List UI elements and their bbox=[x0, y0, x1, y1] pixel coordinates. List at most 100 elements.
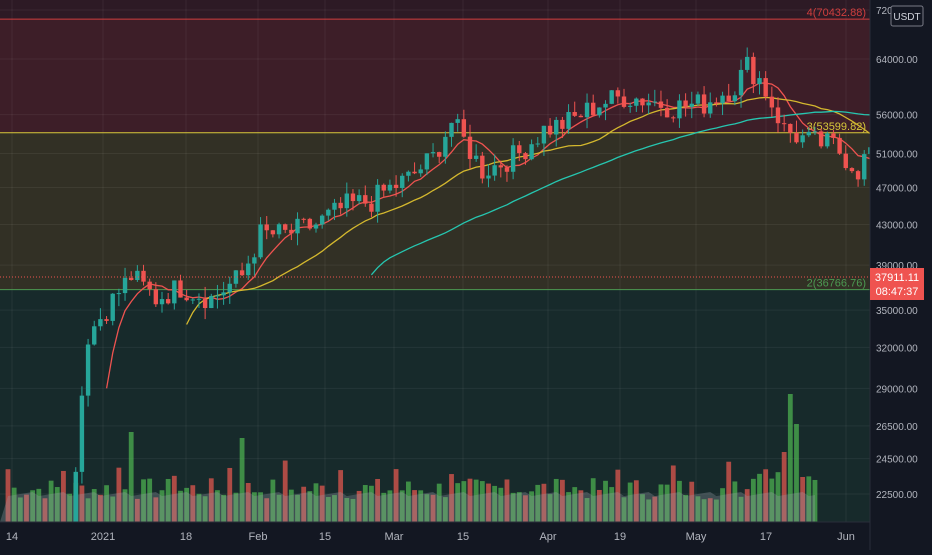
candle-body bbox=[307, 218, 313, 229]
volume-bar bbox=[596, 489, 602, 522]
candle-body bbox=[79, 395, 85, 472]
volume-bar bbox=[178, 490, 183, 522]
candle-body bbox=[849, 168, 855, 172]
candle-body bbox=[547, 125, 553, 135]
candle-body bbox=[806, 131, 811, 136]
candle-body bbox=[239, 270, 245, 276]
volume-bar bbox=[227, 467, 233, 522]
volume-bar bbox=[677, 480, 682, 522]
candle-body bbox=[393, 184, 399, 188]
candle-body bbox=[517, 145, 522, 154]
candle-body bbox=[135, 270, 140, 280]
volume-bar bbox=[806, 476, 812, 522]
volume-bar bbox=[603, 480, 608, 522]
candle-body bbox=[363, 195, 368, 204]
candle-body bbox=[165, 299, 171, 304]
volume-bar bbox=[141, 479, 146, 522]
y-tick-label: 43000.00 bbox=[876, 220, 918, 231]
candle-body bbox=[529, 144, 534, 160]
volume-bar bbox=[621, 497, 627, 522]
candle-body bbox=[498, 165, 503, 168]
volume-bar bbox=[794, 424, 799, 522]
y-tick-label: 51000.00 bbox=[876, 149, 918, 160]
candle-body bbox=[295, 218, 300, 234]
y-tick-label: 39000.00 bbox=[876, 261, 918, 272]
candle-body bbox=[812, 131, 818, 133]
volume-bar bbox=[412, 490, 417, 522]
volume-bar bbox=[48, 480, 54, 522]
candle-body bbox=[609, 90, 614, 104]
candle-body bbox=[634, 98, 639, 106]
candle-body bbox=[122, 277, 128, 294]
candle-body bbox=[831, 133, 836, 138]
candle-body bbox=[141, 270, 146, 282]
candle-body bbox=[406, 171, 411, 176]
volume-bar bbox=[344, 498, 350, 522]
candle-body bbox=[510, 145, 516, 172]
candle-body bbox=[775, 107, 781, 124]
candle-body bbox=[190, 299, 195, 301]
candle-body bbox=[319, 215, 325, 225]
volume-bar bbox=[442, 497, 448, 522]
candle-body bbox=[473, 155, 479, 159]
volume-bar bbox=[584, 498, 590, 522]
candle-body bbox=[769, 96, 775, 108]
candle-body bbox=[467, 136, 473, 159]
volume-bar bbox=[134, 498, 140, 522]
volume-bar bbox=[338, 470, 344, 522]
y-tick-label: 24500.00 bbox=[876, 455, 918, 466]
volume-bar bbox=[356, 490, 362, 522]
volume-bar bbox=[633, 480, 639, 522]
candle-body bbox=[289, 229, 294, 234]
volume-bar bbox=[646, 499, 652, 522]
candle-body bbox=[745, 56, 750, 70]
volume-bar bbox=[566, 492, 571, 522]
volume-bar bbox=[54, 487, 60, 522]
volume-bar bbox=[270, 479, 276, 522]
volume-bar bbox=[424, 494, 430, 522]
y-tick-label: 26500.00 bbox=[876, 422, 918, 433]
x-tick-label: 17 bbox=[760, 531, 772, 543]
candle-body bbox=[246, 263, 251, 276]
candle-body bbox=[554, 119, 559, 135]
candle-body bbox=[689, 103, 694, 107]
volume-bar bbox=[436, 483, 442, 522]
volume-bar bbox=[5, 469, 11, 522]
x-tick-label: 18 bbox=[180, 531, 192, 543]
candle-body bbox=[258, 224, 263, 258]
candle-body bbox=[449, 122, 454, 137]
volume-bar bbox=[208, 478, 214, 522]
volume-bar bbox=[609, 487, 615, 522]
volume-bar bbox=[578, 490, 584, 522]
volume-bar bbox=[652, 496, 658, 522]
volume-bar bbox=[781, 452, 787, 522]
volume-bar bbox=[122, 489, 128, 522]
x-axis: 14 2021 18 Feb 15 Mar 15 Apr 19 May 17 Jun bbox=[0, 521, 870, 550]
currency-button[interactable]: USDT bbox=[890, 5, 924, 27]
volume-bar bbox=[479, 481, 485, 522]
volume-bar bbox=[17, 497, 23, 522]
volume-bar bbox=[516, 492, 522, 522]
volume-bar bbox=[215, 490, 220, 522]
volume-bar bbox=[147, 478, 153, 522]
volume-bar bbox=[763, 469, 769, 522]
volume-bar bbox=[498, 487, 504, 522]
volume-bar bbox=[295, 494, 300, 522]
y-tick-label: 47000.00 bbox=[876, 183, 918, 194]
candle-body bbox=[455, 119, 460, 123]
volume-bar bbox=[319, 485, 325, 522]
fib-level-lines: 4(70432.88) 3(53599.82) 2(36766.76) bbox=[0, 7, 870, 291]
candle-body bbox=[566, 112, 571, 129]
volume-bar bbox=[473, 479, 479, 522]
candle-body bbox=[461, 119, 467, 137]
candle-body bbox=[825, 133, 830, 147]
candle-body bbox=[640, 98, 645, 106]
volume-bar bbox=[264, 498, 270, 522]
volume-bar bbox=[110, 496, 116, 522]
volume-bar bbox=[732, 481, 738, 522]
candle-body bbox=[233, 270, 239, 284]
volume-bar bbox=[369, 485, 374, 522]
volume-bar bbox=[547, 494, 553, 522]
